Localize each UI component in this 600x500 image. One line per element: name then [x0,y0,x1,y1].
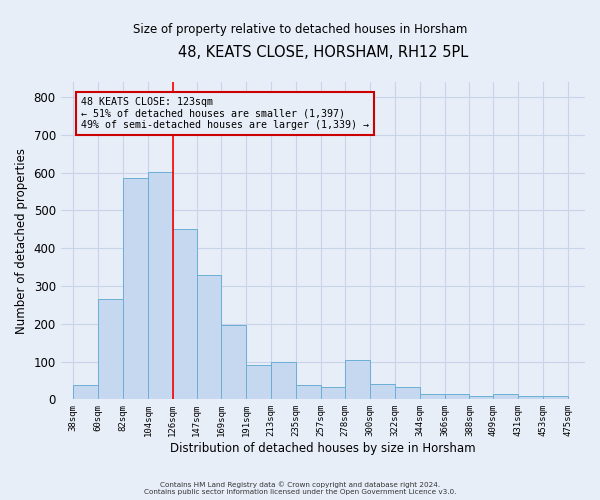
Title: 48, KEATS CLOSE, HORSHAM, RH12 5PL: 48, KEATS CLOSE, HORSHAM, RH12 5PL [178,45,468,60]
Bar [148,172,173,400]
Bar [321,387,345,400]
X-axis label: Distribution of detached houses by size in Horsham: Distribution of detached houses by size … [170,442,476,455]
Bar [73,385,98,400]
Bar [123,178,148,400]
Bar [98,299,123,400]
Bar [247,366,271,400]
Bar [395,387,419,400]
Text: Size of property relative to detached houses in Horsham: Size of property relative to detached ho… [133,22,467,36]
Text: 48 KEATS CLOSE: 123sqm
← 51% of detached houses are smaller (1,397)
49% of semi-: 48 KEATS CLOSE: 123sqm ← 51% of detached… [81,97,369,130]
Bar [419,394,445,400]
Bar [271,362,296,400]
Text: Contains HM Land Registry data © Crown copyright and database right 2024.
Contai: Contains HM Land Registry data © Crown c… [144,482,456,495]
Bar [173,228,197,400]
Bar [296,385,321,400]
Bar [543,396,568,400]
Y-axis label: Number of detached properties: Number of detached properties [15,148,28,334]
Bar [469,396,493,400]
Bar [345,360,370,400]
Bar [197,274,221,400]
Bar [370,384,395,400]
Bar [445,394,469,400]
Bar [518,396,543,400]
Bar [221,326,247,400]
Bar [493,394,518,400]
